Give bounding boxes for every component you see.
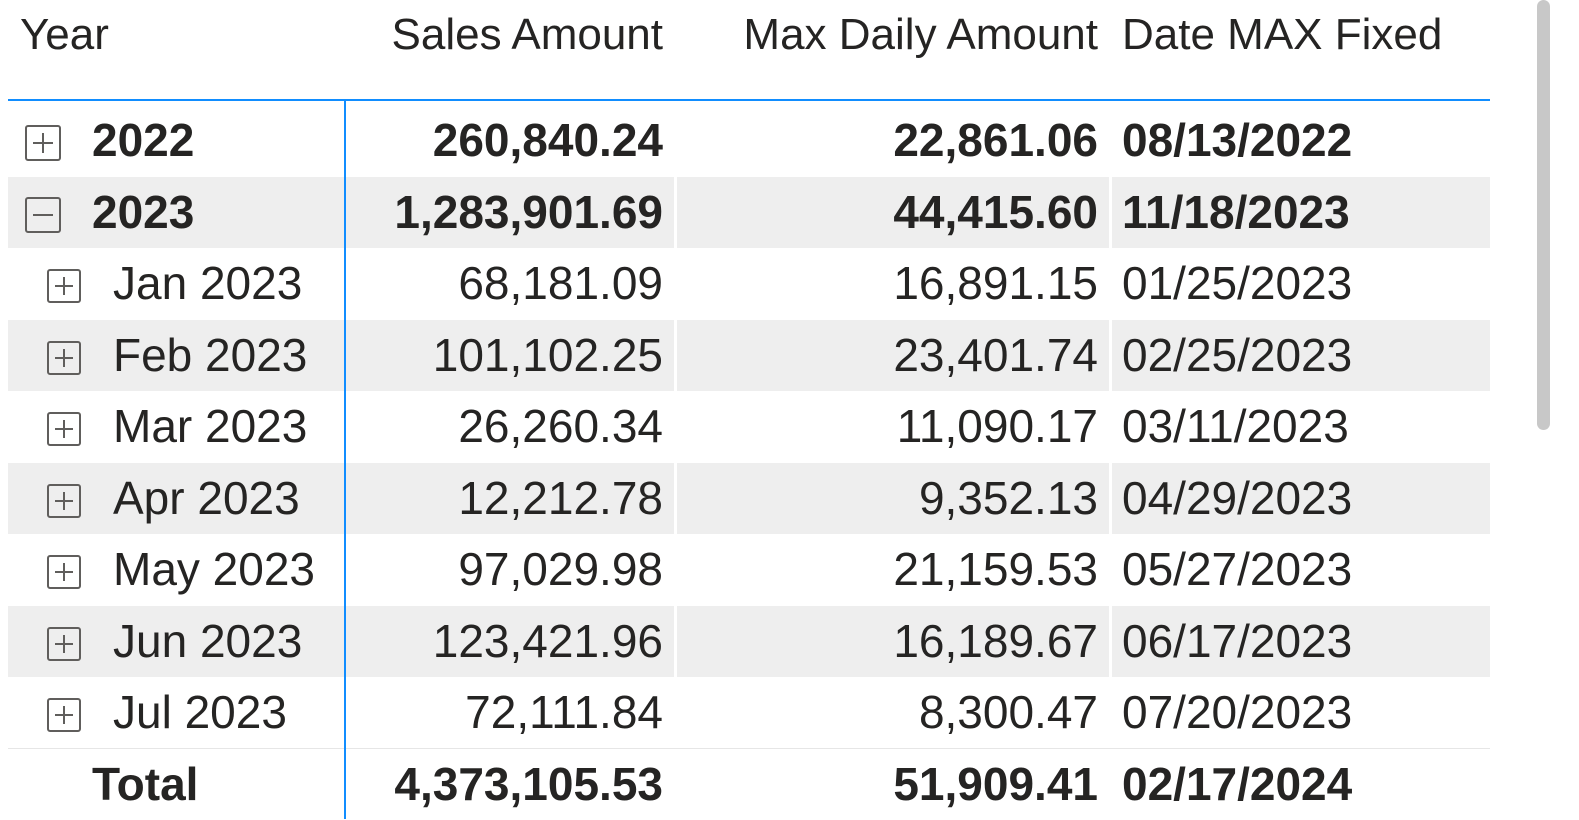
row-label: Apr 2023	[113, 471, 300, 524]
expand-button[interactable]	[47, 626, 81, 661]
expand-button[interactable]	[47, 555, 81, 589]
cell-value: 1,283,901.69	[394, 185, 663, 238]
column-separator	[674, 319, 677, 391]
cell-value: 8,300.47	[918, 686, 1098, 738]
cell-value: 4,373,105.53	[394, 757, 663, 810]
column-header[interactable]: Max Daily Amount	[743, 10, 1098, 59]
cell-value: 11/18/2023	[1122, 185, 1350, 238]
cell-value: 72,111.84	[465, 686, 663, 738]
row-label: Jan 2023	[113, 257, 303, 309]
expand-button[interactable]	[47, 340, 81, 375]
cell-value: 16,891.15	[893, 257, 1098, 309]
row-label: 2023	[92, 185, 195, 238]
row-label: Mar 2023	[113, 400, 308, 452]
cell-value: 44,415.60	[893, 185, 1098, 238]
cell-value: 97,029.98	[458, 543, 663, 595]
column-separator	[1109, 319, 1112, 391]
cell-value: 01/25/2023	[1122, 257, 1353, 309]
row-label: Feb 2023	[113, 328, 308, 381]
expand-button[interactable]	[25, 125, 61, 161]
row-shading	[8, 605, 1490, 677]
row-label: May 2023	[113, 543, 316, 595]
row-shading	[8, 176, 1490, 248]
cell-value: 21,159.53	[893, 543, 1098, 595]
row-shading	[8, 319, 1490, 391]
cell-value: 22,861.06	[893, 114, 1098, 166]
row-label: Jul 2023	[113, 686, 287, 738]
cell-value: 123,421.96	[432, 614, 663, 667]
cell-value: 02/25/2023	[1122, 328, 1353, 381]
column-separator	[1109, 176, 1112, 248]
cell-value: 02/17/2024	[1122, 757, 1353, 810]
column-separator	[674, 462, 677, 534]
total-label: Total	[92, 757, 199, 810]
cell-value: 9,352.13	[918, 471, 1098, 524]
column-separator	[1109, 605, 1112, 677]
collapse-button[interactable]	[25, 196, 61, 233]
column-header[interactable]: Sales Amount	[391, 10, 664, 59]
expand-button[interactable]	[47, 269, 81, 303]
cell-value: 51,909.41	[893, 757, 1098, 810]
expand-button[interactable]	[47, 412, 81, 446]
cell-value: 06/17/2023	[1122, 614, 1353, 667]
cell-value: 08/13/2022	[1122, 114, 1353, 166]
expand-button[interactable]	[47, 483, 81, 518]
expand-button[interactable]	[47, 698, 81, 732]
total-divider	[8, 747, 1490, 749]
column-header[interactable]: Date MAX Fixed	[1122, 10, 1443, 59]
row-shading	[8, 462, 1490, 534]
cell-value: 16,189.67	[893, 614, 1098, 667]
cell-value: 260,840.24	[432, 114, 663, 166]
cell-value: 07/20/2023	[1122, 686, 1353, 738]
cell-value: 03/11/2023	[1122, 400, 1349, 452]
column-separator	[1109, 462, 1112, 534]
header-divider	[8, 99, 1490, 101]
row-header-divider	[344, 101, 346, 819]
cell-value: 101,102.25	[432, 328, 663, 381]
column-header[interactable]: Year	[20, 10, 109, 59]
cell-value: 68,181.09	[458, 257, 663, 309]
row-label: 2022	[92, 114, 195, 166]
scrollbar[interactable]	[1537, 0, 1550, 430]
cell-value: 05/27/2023	[1122, 543, 1353, 595]
cell-value: 11,090.17	[896, 400, 1098, 452]
cell-value: 23,401.74	[893, 328, 1098, 381]
cell-value: 26,260.34	[458, 400, 663, 452]
column-separator	[674, 605, 677, 677]
column-separator	[674, 176, 677, 248]
cell-value: 12,212.78	[458, 471, 663, 524]
row-label: Jun 2023	[113, 614, 303, 667]
cell-value: 04/29/2023	[1122, 471, 1353, 524]
